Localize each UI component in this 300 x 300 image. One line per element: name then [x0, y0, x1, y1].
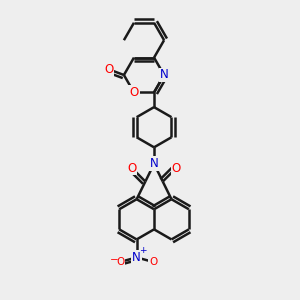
Text: +: +: [140, 246, 147, 255]
Text: N: N: [150, 157, 158, 170]
Text: O: O: [149, 257, 157, 267]
Text: O: O: [104, 63, 113, 76]
Text: O: O: [116, 257, 124, 267]
Text: N: N: [132, 251, 141, 264]
Text: N: N: [160, 68, 169, 82]
Text: O: O: [129, 86, 139, 99]
Text: −: −: [110, 254, 119, 265]
Text: O: O: [172, 161, 181, 175]
Text: O: O: [127, 161, 136, 175]
